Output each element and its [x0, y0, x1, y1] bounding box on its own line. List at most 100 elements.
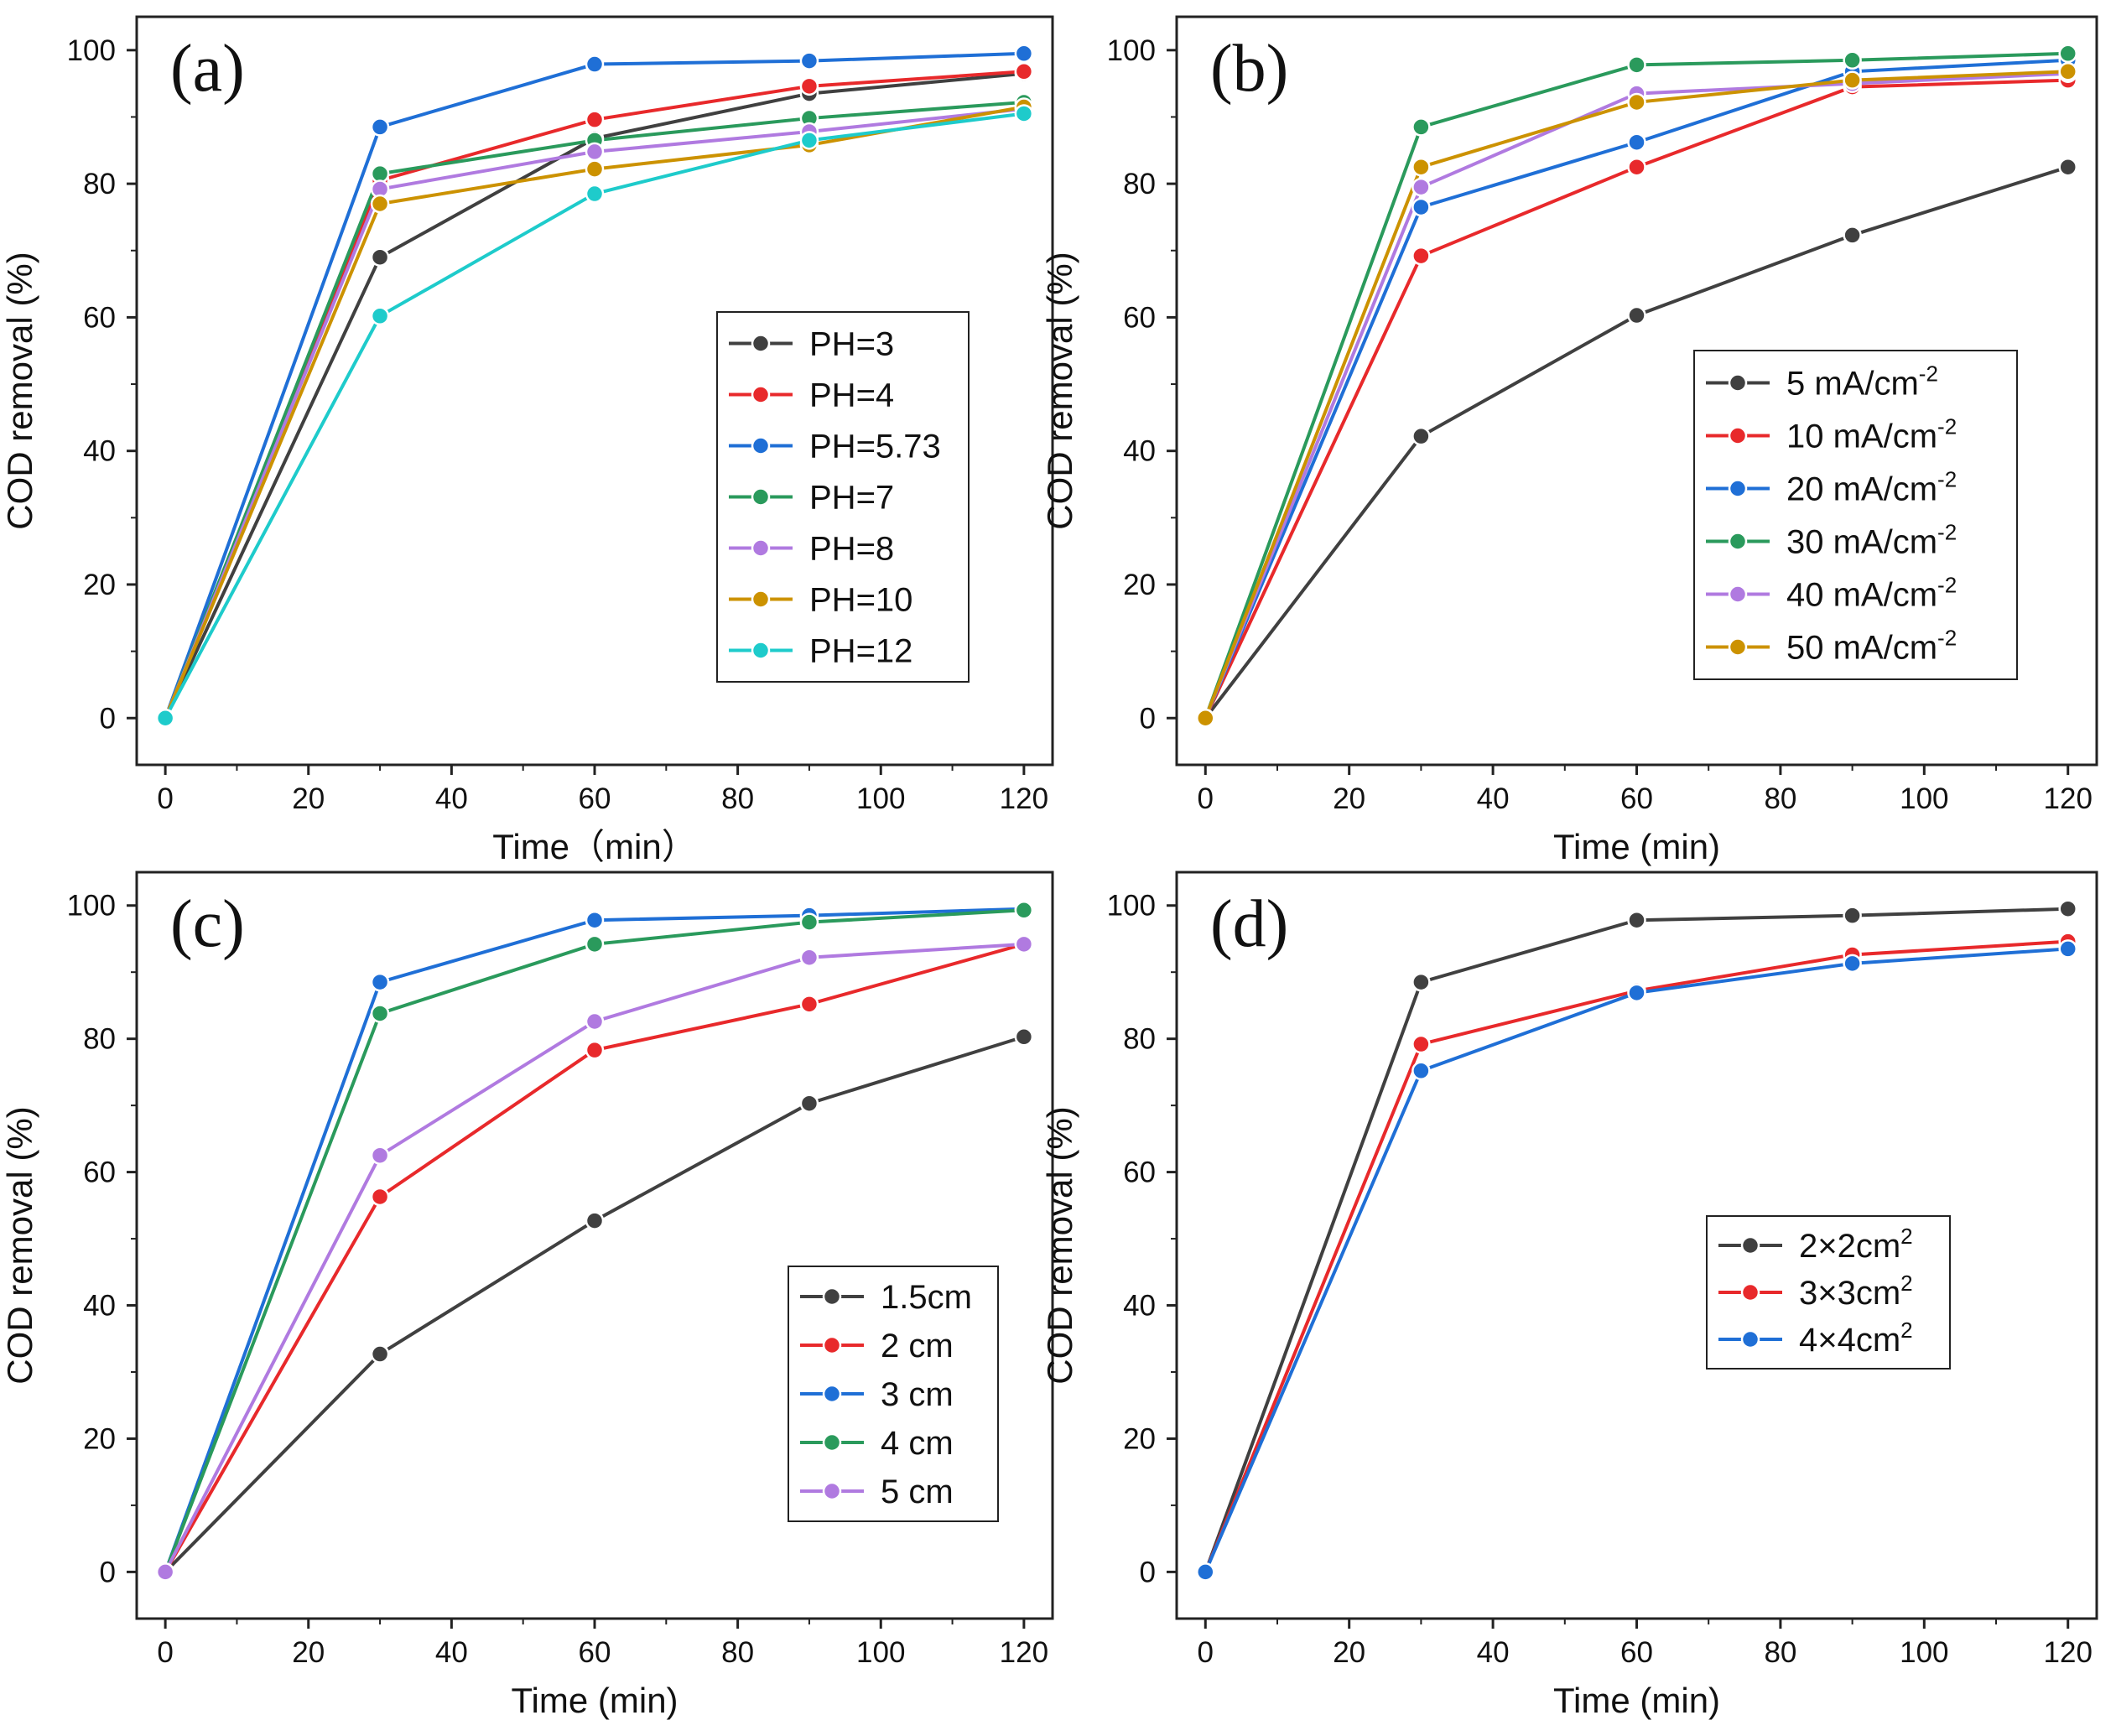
- y-tick-label: 40: [83, 435, 116, 468]
- x-tick-label: 0: [157, 782, 173, 815]
- x-axis-title: Time (min): [1553, 1681, 1720, 1720]
- data-point: [370, 247, 390, 267]
- legend-label-superscript: -2: [1937, 467, 1957, 492]
- y-tick-label: 40: [83, 1290, 116, 1323]
- y-tick-label: 60: [83, 301, 116, 334]
- legend-swatch-marker: [1728, 373, 1748, 392]
- legend-label: PH=7: [809, 480, 894, 517]
- legend-label: PH=8: [809, 531, 894, 568]
- data-point: [370, 164, 390, 184]
- y-tick-label: 20: [83, 1422, 116, 1455]
- data-point: [2058, 62, 2077, 81]
- legend-item: PH=3: [729, 326, 894, 363]
- legend-label: 40 mA/cm-2: [1786, 573, 1957, 614]
- data-point: [1412, 117, 1431, 137]
- data-point: [799, 76, 819, 96]
- legend-label-text: 10 mA/cm: [1786, 418, 1937, 455]
- x-tick-label: 120: [1000, 782, 1048, 815]
- y-tick-label: 0: [1140, 702, 1156, 735]
- data-point: [1627, 983, 1646, 1003]
- y-tick-label: 80: [1123, 1023, 1156, 1056]
- x-tick-label: 100: [856, 782, 905, 815]
- legend-swatch-marker: [822, 1335, 842, 1355]
- legend-item: PH=10: [729, 582, 912, 619]
- legend-label-text: PH=7: [809, 480, 894, 517]
- legend-label-superscript: -2: [1937, 520, 1957, 545]
- data-point: [1843, 226, 1862, 245]
- x-tick-label: 40: [1477, 782, 1510, 815]
- legend-swatch-marker: [1728, 585, 1748, 604]
- legend-item: 10 mA/cm-2: [1706, 414, 1957, 455]
- legend-swatch-marker: [822, 1432, 842, 1453]
- data-point: [370, 972, 390, 992]
- data-point: [585, 55, 605, 74]
- data-point: [1843, 50, 1862, 70]
- legend-label-superscript: -2: [1937, 626, 1957, 651]
- y-tick-label: 60: [1123, 301, 1156, 334]
- y-tick-label: 0: [100, 702, 116, 735]
- data-point: [370, 1004, 390, 1023]
- x-tick-label: 20: [1333, 1636, 1365, 1669]
- y-tick-label: 0: [1140, 1556, 1156, 1588]
- legend-label-text: 3 cm: [881, 1376, 954, 1413]
- legend-label-text: 5 mA/cm: [1786, 366, 1919, 403]
- y-tick-label: 100: [67, 890, 116, 923]
- legend-label-text: 5 cm: [881, 1474, 954, 1510]
- y-axis-title: COD removal (%): [0, 1106, 39, 1384]
- legend-label-text: PH=8: [809, 531, 894, 568]
- data-point: [1412, 426, 1431, 446]
- legend-swatch-marker: [751, 436, 771, 455]
- legend-label: 20 mA/cm-2: [1786, 467, 1957, 508]
- panel-label: (c): [170, 887, 245, 961]
- data-point: [585, 934, 605, 954]
- legend-label: PH=5.73: [809, 429, 941, 465]
- legend-item: 4 cm: [800, 1425, 954, 1462]
- legend-item: 3×3cm2: [1718, 1271, 1913, 1312]
- y-axis-title: COD removal (%): [1040, 1106, 1079, 1384]
- legend-label-text: 2 cm: [881, 1328, 954, 1364]
- data-point: [155, 1562, 175, 1582]
- legend-label: PH=10: [809, 582, 912, 619]
- data-point: [370, 1146, 390, 1165]
- legend-label-superscript: 2: [1900, 1224, 1912, 1249]
- legend-label-superscript: -2: [1919, 361, 1938, 387]
- legend-item: PH=8: [729, 531, 894, 568]
- data-point: [799, 995, 819, 1014]
- x-tick-label: 80: [1764, 782, 1796, 815]
- legend-label-text: PH=10: [809, 582, 912, 619]
- legend-swatch-marker: [1728, 532, 1748, 551]
- x-tick-label: 60: [1620, 782, 1653, 815]
- legend-swatch-marker: [822, 1481, 842, 1501]
- x-tick-label: 100: [1900, 1636, 1948, 1669]
- data-point: [1627, 133, 1646, 152]
- legend-label-text: 4×4cm: [1799, 1322, 1900, 1359]
- x-tick-label: 100: [1900, 782, 1948, 815]
- data-point: [1014, 62, 1034, 81]
- data-point: [585, 1211, 605, 1230]
- legend-item: 3 cm: [800, 1376, 954, 1413]
- y-tick-label: 100: [1107, 890, 1156, 923]
- data-point: [1843, 954, 1862, 974]
- legend-label-text: PH=5.73: [809, 429, 941, 465]
- legend-label: 30 mA/cm-2: [1786, 520, 1957, 561]
- legend-label-text: 1.5cm: [881, 1279, 972, 1316]
- legend-swatch-marker: [1728, 637, 1748, 657]
- legend-item: PH=4: [729, 377, 894, 414]
- legend-swatch-marker: [822, 1286, 842, 1307]
- data-point: [799, 51, 819, 70]
- panel-label: (d): [1210, 887, 1288, 961]
- data-point: [1412, 972, 1431, 992]
- legend-item: PH=5.73: [729, 429, 941, 465]
- y-axis-title: COD removal (%): [1040, 252, 1079, 529]
- legend-label: 5 cm: [881, 1474, 954, 1510]
- panel-label: (b): [1210, 32, 1288, 106]
- legend-label: 50 mA/cm-2: [1786, 626, 1957, 667]
- x-tick-label: 0: [1198, 1636, 1214, 1669]
- y-tick-label: 60: [83, 1156, 116, 1189]
- data-point: [1627, 157, 1646, 177]
- data-point: [585, 184, 605, 204]
- legend-swatch-marker: [1728, 426, 1748, 445]
- legend-swatch-marker: [751, 590, 771, 609]
- x-tick-label: 80: [721, 1636, 754, 1669]
